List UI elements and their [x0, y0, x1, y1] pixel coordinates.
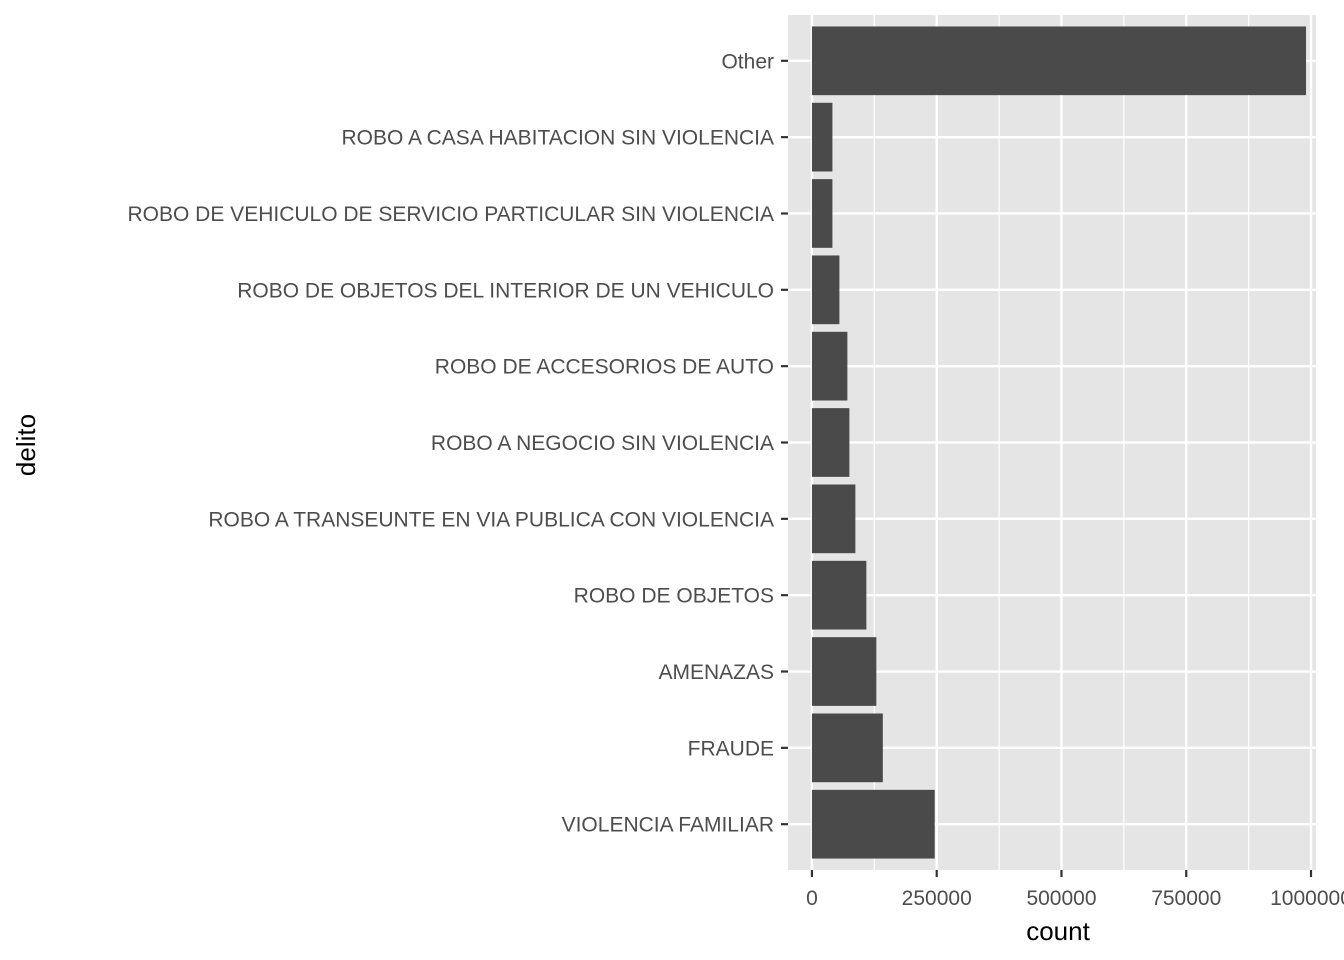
- y-tick-label: ROBO DE OBJETOS DEL INTERIOR DE UN VEHIC…: [237, 279, 774, 302]
- y-tick-label: AMENAZAS: [658, 661, 774, 684]
- y-tick-label: ROBO A CASA HABITACION SIN VIOLENCIA: [341, 127, 774, 150]
- bar: [811, 102, 833, 172]
- bar: [811, 713, 883, 783]
- bar: [811, 179, 833, 248]
- x-tick-label: 750000: [1151, 887, 1221, 910]
- x-tick-label: 0: [806, 887, 818, 910]
- bar: [811, 331, 848, 401]
- x-axis-title: count: [1026, 916, 1090, 946]
- bar: [811, 484, 856, 554]
- y-axis-title: delito: [11, 414, 41, 476]
- y-tick-label: ROBO DE VEHICULO DE SERVICIO PARTICULAR …: [128, 203, 775, 226]
- x-tick-label: 500000: [1026, 887, 1096, 910]
- y-tick-label: ROBO A NEGOCIO SIN VIOLENCIA: [431, 432, 774, 455]
- y-tick-label: Other: [721, 50, 774, 73]
- bars: [811, 26, 1307, 859]
- y-tick-label: ROBO DE OBJETOS: [574, 585, 774, 608]
- bar: [811, 26, 1307, 96]
- bar: [811, 789, 935, 859]
- y-tick-label: ROBO A TRANSEUNTE EN VIA PUBLICA CON VIO…: [208, 508, 774, 531]
- bar: [811, 408, 850, 477]
- bar: [811, 255, 840, 325]
- x-tick-label: 1000000: [1270, 887, 1344, 910]
- y-axis: Other ROBO A CASA HABITACION SIN VIOLENCI…: [128, 50, 788, 837]
- x-axis: 0 250000 500000 750000 1000000: [806, 870, 1344, 910]
- bar: [811, 637, 877, 706]
- y-tick-label: VIOLENCIA FAMILIAR: [562, 814, 774, 837]
- x-tick-label: 250000: [902, 887, 972, 910]
- y-tick-label: FRAUDE: [688, 737, 774, 760]
- bar: [811, 560, 867, 630]
- y-tick-label: ROBO DE ACCESORIOS DE AUTO: [435, 356, 774, 379]
